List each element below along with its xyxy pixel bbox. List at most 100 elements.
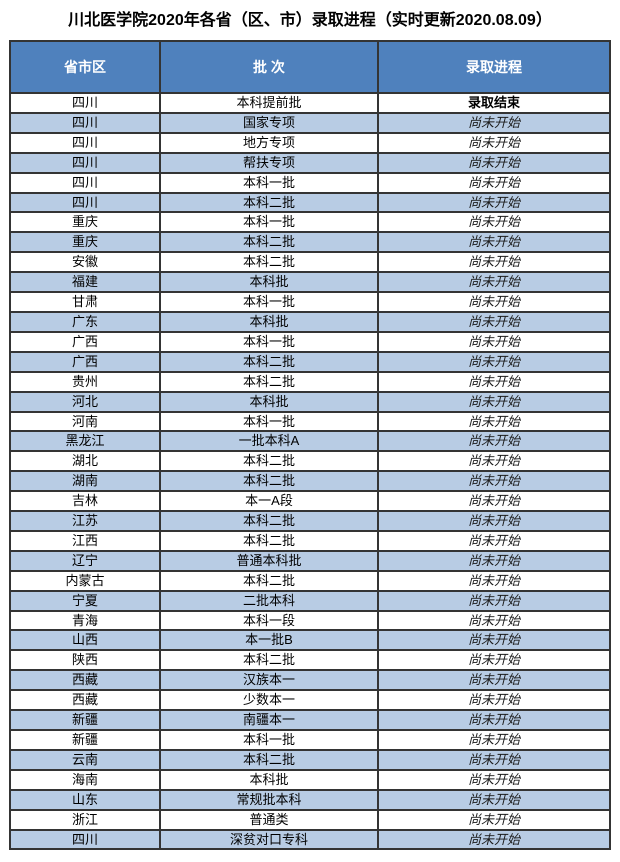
status-cell: 尚未开始: [377, 291, 611, 313]
status-cell: 尚未开始: [377, 629, 611, 652]
table-row: 福建 本科批 尚未开始: [9, 271, 611, 294]
batch-cell: 本科一批: [159, 410, 379, 433]
table-row: 新疆 本科一批 尚未开始: [9, 729, 611, 751]
table-row: 河南 本科一批 尚未开始: [9, 410, 611, 433]
province-cell: 西藏: [9, 669, 161, 692]
status-cell: 尚未开始: [377, 510, 611, 532]
page-title: 川北医学院2020年各省（区、市）录取进程（实时更新2020.08.09）: [68, 12, 552, 29]
province-cell: 浙江: [9, 808, 161, 831]
table-row: 西藏 汉族本一 尚未开始: [9, 669, 611, 692]
table-row: 宁夏 二批本科 尚未开始: [9, 589, 611, 612]
status-cell: 尚未开始: [377, 131, 611, 154]
batch-cell: 本科二批: [159, 529, 379, 552]
status-cell: 尚未开始: [377, 808, 611, 831]
province-cell: 山西: [9, 629, 161, 652]
batch-cell: 汉族本一: [159, 669, 379, 692]
province-cell: 河南: [9, 410, 161, 433]
batch-cell: 本科一批: [159, 291, 379, 313]
batch-cell: 本科批: [159, 271, 379, 294]
table-row: 陕西 本科二批 尚未开始: [9, 649, 611, 672]
status-cell: 尚未开始: [377, 529, 611, 552]
province-cell: 河北: [9, 390, 161, 413]
status-cell: 尚未开始: [377, 370, 611, 393]
province-cell: 湖南: [9, 470, 161, 493]
batch-cell: 南疆本一: [159, 709, 379, 731]
province-cell: 四川: [9, 92, 161, 114]
province-cell: 青海: [9, 609, 161, 632]
status-cell: 尚未开始: [377, 649, 611, 672]
batch-cell: 本科批: [159, 310, 379, 333]
batch-cell: 地方专项: [159, 131, 379, 154]
province-cell: 广东: [9, 310, 161, 333]
batch-cell: 本科二批: [159, 748, 379, 771]
province-cell: 湖北: [9, 450, 161, 473]
table-row: 重庆 本科二批 尚未开始: [9, 231, 611, 254]
batch-cell: 本科二批: [159, 470, 379, 493]
province-cell: 内蒙古: [9, 569, 161, 592]
status-cell: 录取结束: [377, 92, 611, 114]
table-row: 内蒙古 本科二批 尚未开始: [9, 569, 611, 592]
table-row: 山西 本一批B 尚未开始: [9, 629, 611, 652]
province-cell: 新疆: [9, 729, 161, 751]
province-cell: 广西: [9, 330, 161, 353]
batch-cell: 本科一批: [159, 211, 379, 234]
table-row: 安徽 本科二批 尚未开始: [9, 251, 611, 274]
status-cell: 尚未开始: [377, 768, 611, 791]
batch-cell: 普通本科批: [159, 549, 379, 572]
batch-cell: 本科二批: [159, 370, 379, 393]
status-cell: 尚未开始: [377, 709, 611, 731]
batch-cell: 帮扶专项: [159, 151, 379, 174]
province-cell: 海南: [9, 768, 161, 791]
province-cell: 四川: [9, 131, 161, 154]
status-cell: 尚未开始: [377, 410, 611, 433]
batch-cell: 本科批: [159, 768, 379, 791]
status-cell: 尚未开始: [377, 271, 611, 294]
status-cell: 尚未开始: [377, 330, 611, 353]
table-row: 山东 常规批本科 尚未开始: [9, 788, 611, 811]
table-row: 四川 帮扶专项 尚未开始: [9, 151, 611, 174]
table-row: 黑龙江 一批本科A 尚未开始: [9, 430, 611, 453]
table-row: 四川 本科提前批 录取结束: [9, 92, 611, 114]
batch-cell: 本科提前批: [159, 92, 379, 114]
province-cell: 西藏: [9, 689, 161, 712]
status-cell: 尚未开始: [377, 609, 611, 632]
batch-cell: 本科二批: [159, 649, 379, 672]
status-cell: 尚未开始: [377, 450, 611, 473]
batch-cell: 国家专项: [159, 111, 379, 134]
status-cell: 尚未开始: [377, 251, 611, 274]
table-row: 四川 本科一批 尚未开始: [9, 171, 611, 194]
status-cell: 尚未开始: [377, 191, 611, 214]
province-cell: 宁夏: [9, 589, 161, 612]
table-row: 湖南 本科二批 尚未开始: [9, 470, 611, 493]
province-cell: 江苏: [9, 510, 161, 532]
province-cell: 甘肃: [9, 291, 161, 313]
batch-cell: 本科一批: [159, 171, 379, 194]
batch-cell: 深贫对口专科: [159, 828, 379, 851]
province-cell: 陕西: [9, 649, 161, 672]
table-row: 四川 深贫对口专科 尚未开始: [9, 828, 611, 851]
table-row: 海南 本科批 尚未开始: [9, 768, 611, 791]
batch-cell: 本科二批: [159, 231, 379, 254]
batch-cell: 本科二批: [159, 251, 379, 274]
batch-cell: 本科二批: [159, 350, 379, 373]
table-body: 四川 本科提前批 录取结束 四川 国家专项 尚未开始 四川 地方专项 尚未开始 四川 帮扶专项 尚未开…: [9, 92, 611, 851]
table-row: 甘肃 本科一批 尚未开始: [9, 291, 611, 313]
status-cell: 尚未开始: [377, 350, 611, 373]
table-row: 云南 本科二批 尚未开始: [9, 748, 611, 771]
status-cell: 尚未开始: [377, 669, 611, 692]
table-row: 吉林 本一A段 尚未开始: [9, 490, 611, 513]
status-cell: 尚未开始: [377, 828, 611, 851]
province-cell: 四川: [9, 191, 161, 214]
status-cell: 尚未开始: [377, 729, 611, 751]
table-row: 青海 本科一段 尚未开始: [9, 609, 611, 632]
province-cell: 贵州: [9, 370, 161, 393]
status-cell: 尚未开始: [377, 689, 611, 712]
batch-cell: 二批本科: [159, 589, 379, 612]
batch-cell: 本科一批: [159, 729, 379, 751]
province-cell: 黑龙江: [9, 430, 161, 453]
status-cell: 尚未开始: [377, 111, 611, 134]
status-cell: 尚未开始: [377, 151, 611, 174]
table-row: 四川 地方专项 尚未开始: [9, 131, 611, 154]
province-cell: 安徽: [9, 251, 161, 274]
batch-cell: 本一批B: [159, 629, 379, 652]
